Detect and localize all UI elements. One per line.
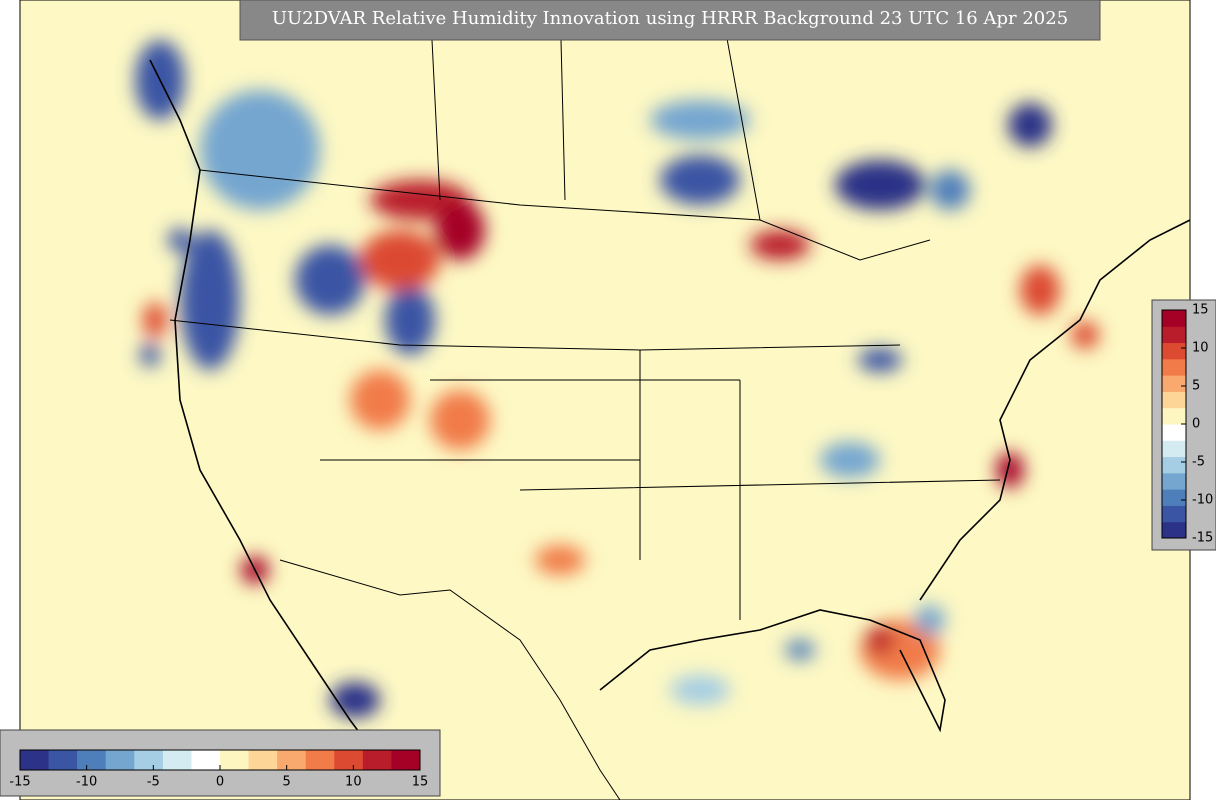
colorbar-segment xyxy=(162,750,192,770)
title: UU2DVAR Relative Humidity Innovation usi… xyxy=(272,8,1068,29)
colorbar-tick-label: 5 xyxy=(283,775,291,790)
colorbar-tick-label: 15 xyxy=(1192,303,1209,318)
colorbar-segment xyxy=(277,750,307,770)
east-coast xyxy=(919,219,1191,601)
colorbar-segment xyxy=(1162,521,1186,539)
map xyxy=(19,0,1191,800)
colorbar-tick-label: 5 xyxy=(1192,379,1200,394)
colorbar-segment xyxy=(1162,440,1186,458)
colorbar-segment xyxy=(362,750,392,770)
us-mexico-border xyxy=(279,559,621,800)
colorbar-segment xyxy=(1162,391,1186,409)
colorbar-segment xyxy=(77,750,107,770)
colorbar-tick-label: -5 xyxy=(1192,455,1205,470)
colorbar-tick-label: 10 xyxy=(1192,341,1209,356)
colorbar-segment xyxy=(1162,472,1186,490)
colorbar-segment xyxy=(1162,456,1186,474)
colorbar-segment xyxy=(134,750,164,770)
title-box: UU2DVAR Relative Humidity Innovation usi… xyxy=(239,0,1101,41)
colorbar-segment xyxy=(1162,375,1186,392)
colorbar-segment xyxy=(1162,358,1186,376)
colorbar-segment xyxy=(220,750,250,770)
colorbar-segment xyxy=(1162,489,1186,506)
colorbar-segment xyxy=(334,750,364,770)
colorbar-segment xyxy=(1162,424,1186,441)
colorbar-segment xyxy=(1162,407,1186,425)
colorbar-tick-label: 0 xyxy=(1192,417,1200,432)
colorbar-tick-label: -5 xyxy=(147,775,160,790)
colorbar-tick-label: 0 xyxy=(216,775,224,790)
colorbar-segment xyxy=(391,750,421,770)
colorbar-segment xyxy=(1162,505,1186,523)
state-lines xyxy=(169,319,1001,620)
colorbar-tick-label: 15 xyxy=(412,775,429,790)
title-background xyxy=(239,0,1101,41)
colorbar-segment xyxy=(20,750,50,770)
colorbar-segment xyxy=(48,750,78,770)
colorbar-tick-label: 10 xyxy=(345,775,362,790)
colorbar-segment xyxy=(1162,342,1186,360)
colorbar-tick-label: -10 xyxy=(76,775,97,790)
colorbar-segment xyxy=(105,750,135,770)
colorbar-segment xyxy=(248,750,278,770)
borders xyxy=(149,0,1191,800)
gulf-coast xyxy=(599,609,946,733)
colorbar-tick-label: -15 xyxy=(1192,531,1213,546)
colorbar-tick-label: -10 xyxy=(1192,493,1213,508)
colorbar-segment xyxy=(1162,310,1186,327)
colorbar-segment xyxy=(305,750,335,770)
west-coast xyxy=(149,59,381,761)
colorbar-segment xyxy=(1162,326,1186,344)
colorbar-segment xyxy=(191,750,221,770)
colorbars: -15 -10 -5 0 5 10 15 -15 -10 -5 0 5 10 15 xyxy=(0,299,1216,797)
colorbar-tick-label: -15 xyxy=(9,775,30,790)
